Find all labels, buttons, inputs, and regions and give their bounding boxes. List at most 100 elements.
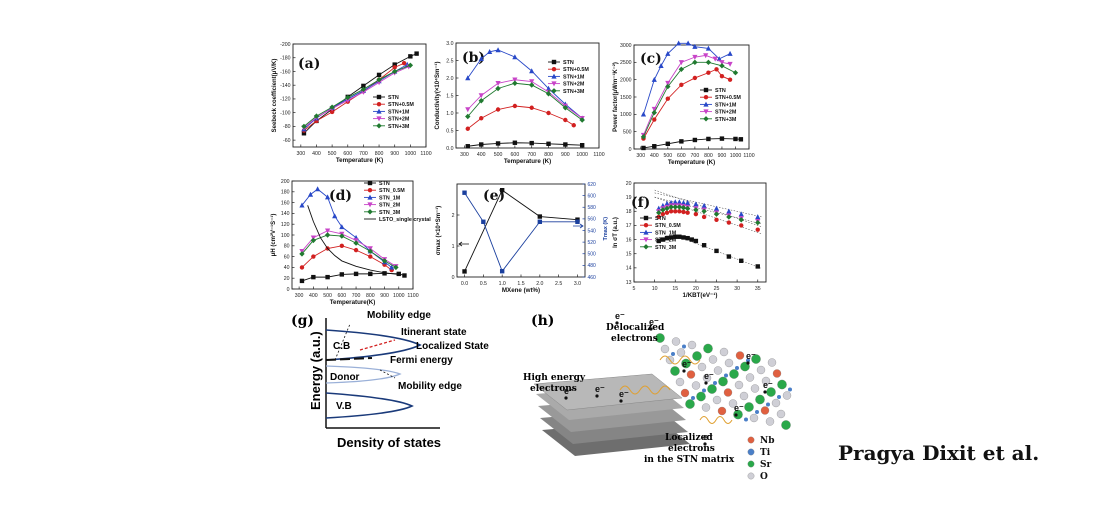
panel-b-point-STN+1M — [545, 85, 552, 91]
h-atom-sr — [781, 420, 791, 430]
h-atom-o — [713, 366, 723, 375]
panel-a-ytick-label: -160 — [280, 69, 290, 75]
panel-d-ytick-label: 100 — [281, 233, 290, 239]
panel-b-point-STN — [512, 140, 518, 145]
h-legend-swatch-sr — [747, 460, 755, 468]
panel-a-label: (a) — [298, 56, 320, 72]
h-atom-o — [782, 391, 792, 400]
h-atom-sr — [681, 358, 691, 369]
panel-c-series-STN+1M — [643, 42, 731, 115]
panel-c-point-STN+2M — [727, 61, 733, 67]
panel-f-legend-label: STN — [655, 216, 666, 222]
panel-b-ytick-label: 3.0 — [446, 41, 453, 47]
panel-c-point-STN+0.5M — [665, 96, 671, 101]
panel-c-point-STN+0.5M — [652, 117, 657, 122]
h-legend-label-ti: Ti — [760, 448, 771, 458]
panel-f-point-STN+1M — [755, 214, 761, 220]
panel-d-ytick-label: 160 — [281, 200, 290, 206]
panel-b-legend-marker — [551, 59, 557, 65]
panel-f-point-STN — [693, 238, 699, 244]
h-atom-ti — [702, 388, 706, 393]
panel-d-ytick-label: 20 — [284, 276, 290, 282]
h-legend-swatch-o — [747, 472, 755, 480]
h-electron-label: e⁻ — [746, 351, 756, 361]
panel-f-point-STN — [739, 258, 744, 263]
panel-f-legend-marker — [643, 223, 649, 228]
panel-d-point-STN+3M — [393, 264, 399, 271]
panel-c-point-STN — [641, 145, 646, 151]
panel-c-point-STN+0.5M — [679, 82, 684, 88]
panel-c-legend-label: STN+3M — [715, 117, 737, 123]
panel-c-point-STN+0.5M — [706, 70, 711, 75]
panel-c-legend-label: STN+2M — [715, 110, 737, 116]
h-electron-label: e⁻ — [649, 317, 659, 327]
panel-c-point-STN — [706, 136, 711, 142]
panel-d-legend-marker — [367, 180, 373, 186]
panel-f-point-STN+3M — [660, 207, 666, 213]
panel-f-chart: 5 10 15 20 25 30 3513141516171819201/KBT(eV⁻¹)… — [613, 181, 767, 299]
panel-f-point-STN+1M — [672, 199, 678, 205]
h-delocalized-label: Delocalized electrons — [606, 323, 667, 344]
panel-c-legend-marker — [703, 116, 709, 122]
h-delocalized-line-2: electrons — [611, 334, 658, 344]
panel-d-point-STN+3M — [381, 258, 388, 264]
h-atom-o — [687, 340, 697, 350]
h-atom-ti — [777, 395, 781, 399]
panel-c-label: (c) — [640, 51, 662, 67]
h-electron-wave-1 — [619, 385, 671, 395]
panel-e-ytick-label: 1 — [452, 244, 455, 250]
panel-c-point-STN+1M — [705, 45, 712, 51]
panel-f-point-STN+0.5M — [668, 209, 674, 214]
h-delocalized-line-1: Delocalized — [606, 323, 665, 333]
panel-d-ytick-label: 0 — [287, 287, 290, 293]
panel-d-point-STN+2M — [324, 228, 331, 234]
panel-f-legend-marker — [643, 244, 649, 250]
panel-c-point-STN+1M — [665, 50, 671, 56]
panel-f-point-STN+3M — [755, 219, 761, 226]
h-electron-label: e⁻ — [703, 432, 713, 442]
panel-d-xtick-label: 400 — [309, 293, 318, 299]
panel-a-ylabel: Seebeck coefficient(μV/K) — [272, 59, 278, 133]
panel-b-point-STN+2M — [512, 77, 518, 83]
h-atom-ti — [671, 352, 675, 356]
panel-f-point-STN+1M — [693, 201, 699, 207]
h-atom-sr — [733, 409, 743, 420]
panel-b-point-STN+3M — [465, 113, 471, 120]
panel-c-legend-label: STN+0.5M — [715, 95, 741, 101]
h-electron-wave-3 — [699, 416, 733, 424]
panel-b-point-STN+3M — [478, 98, 484, 104]
panel-a-point-STN+3M — [407, 62, 414, 68]
h-atom-ti — [755, 410, 759, 414]
panel-d-xtick-label: 800 — [366, 293, 375, 299]
panel-e-xlabel: MXene (wt%) — [502, 287, 540, 294]
panel-d-point-STN+3M — [310, 237, 317, 244]
panel-b-xtick-label: 500 — [494, 152, 503, 158]
panel-e-xtick-label: 1.5 — [517, 281, 524, 287]
h-atom-o — [671, 337, 681, 346]
panel-a-ytick-label: -100 — [280, 110, 290, 116]
panel-f-xlabel: 1/KBT(eV⁻¹) — [683, 292, 718, 299]
panel-d-ytick-label: 200 — [281, 179, 290, 185]
panel-c-point-STN — [679, 139, 684, 144]
panel-f-fit-line — [654, 196, 762, 225]
panel-c-ytick-label: 1500 — [620, 95, 632, 101]
panel-f-ylabel: ln σT (a.u.) — [613, 217, 619, 248]
panel-d-point-STN — [325, 274, 330, 280]
panel-f-point-STN+3M — [738, 217, 744, 223]
h-atom-sr — [655, 333, 665, 343]
panel-d-point-STN+0.5M — [353, 247, 359, 253]
panel-f-point-STN+3M — [676, 204, 683, 210]
panel-b-point-STN+3M — [562, 105, 569, 111]
h-electron-dot — [682, 369, 686, 373]
panel-f-point-STN+0.5M — [714, 217, 719, 222]
panel-f-point-STN — [689, 237, 694, 242]
panel-e-xtick-label: 0.0 — [461, 281, 468, 287]
h-electron-dot — [734, 413, 738, 417]
panel-d-series-LSTO — [307, 205, 399, 275]
panel-a-point-STN+3M — [313, 113, 320, 119]
panel-f-point-STN — [714, 248, 719, 254]
h-electron-label: e⁻ — [619, 389, 629, 399]
panel-d-point-STN — [396, 271, 401, 277]
h-electron-dot — [564, 396, 568, 400]
